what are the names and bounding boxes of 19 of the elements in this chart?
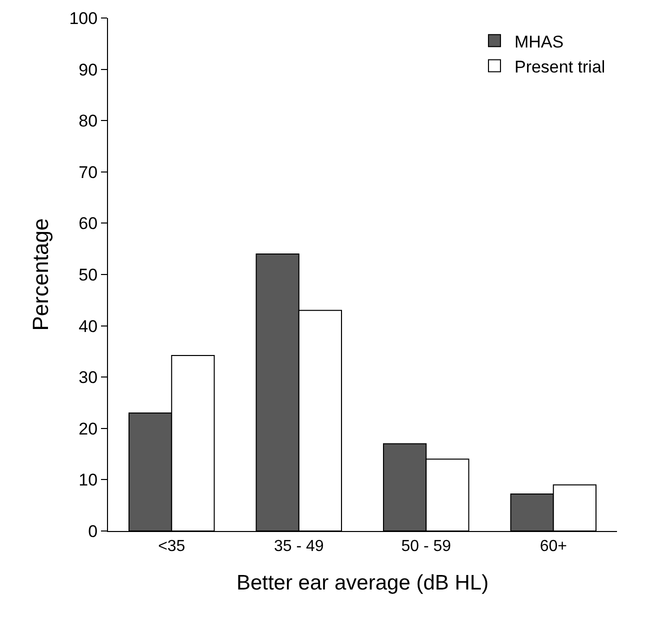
- y-tick-label: 80: [78, 112, 98, 131]
- x-tick-label: 60+: [540, 538, 567, 556]
- y-tick-label: 60: [78, 214, 98, 234]
- y-tick-label: 100: [69, 8, 98, 28]
- y-tick-label: 30: [78, 368, 98, 388]
- y-tick-label: 90: [78, 60, 98, 80]
- x-axis-title: Better ear average (dB HL): [236, 571, 489, 594]
- legend-label: Present trial: [514, 57, 606, 76]
- y-tick-label: 50: [78, 265, 98, 284]
- y-tick-label: 70: [78, 162, 98, 182]
- y-tick-label: 10: [78, 470, 98, 490]
- y-tick-label: 40: [78, 316, 98, 336]
- x-tick-label: <35: [158, 538, 186, 556]
- y-tick-label: 0: [88, 522, 98, 541]
- x-tick-label: 50 - 59: [401, 538, 452, 556]
- y-tick-label: 20: [78, 419, 98, 438]
- y-axis-title: Percentage: [28, 218, 54, 331]
- x-tick-label: 35 - 49: [274, 538, 324, 556]
- legend-label: MHAS: [514, 32, 564, 52]
